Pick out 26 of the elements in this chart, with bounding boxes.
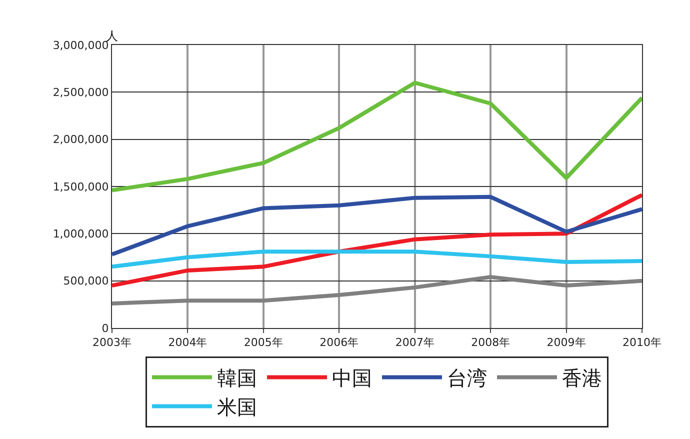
y-tick-label: 1,000,000	[52, 228, 109, 241]
legend-label: 香港	[562, 366, 602, 390]
x-tick-label: 2003年	[92, 336, 132, 350]
line-series	[112, 275, 642, 306]
legend-label: 米国	[217, 395, 257, 420]
y-tick-label: 2,000,000	[52, 133, 109, 146]
line-series	[112, 192, 642, 288]
y-tick-label: 1,500,000	[52, 180, 109, 194]
legend-label: 台湾	[447, 366, 487, 390]
y-tick-label: 500,000	[63, 274, 109, 288]
line-series	[112, 194, 642, 256]
y-tick-label: 3,000,000	[52, 38, 109, 52]
legend-label: 韓国	[217, 366, 257, 390]
x-tick-label: 2010年	[622, 336, 662, 350]
line-series	[112, 80, 642, 192]
x-tick-label: 2009年	[546, 336, 586, 350]
x-tick-label: 2005年	[244, 336, 283, 350]
y-tick-label: 0	[102, 322, 109, 335]
y-axis-title: 人	[106, 29, 118, 43]
x-tick-label: 2007年	[395, 336, 434, 350]
x-tick-label: 2004年	[168, 336, 208, 350]
x-tick-label: 2008年	[471, 336, 510, 350]
line-series	[112, 250, 642, 269]
y-tick-label: 2,500,000	[52, 86, 109, 100]
legend-label: 中国	[332, 366, 372, 390]
x-tick-label: 2006年	[320, 336, 359, 350]
